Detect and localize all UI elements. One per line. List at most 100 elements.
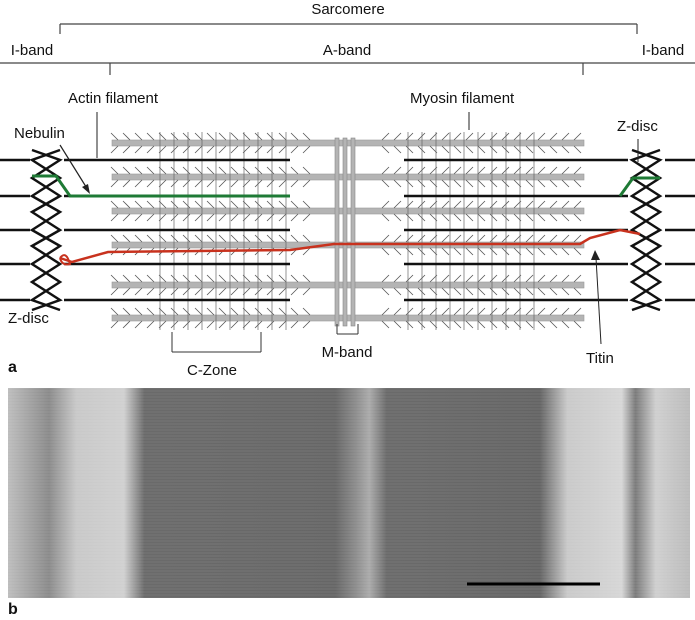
cross-bridge	[441, 200, 450, 209]
cross-bridge	[134, 307, 143, 316]
cross-bridge	[561, 247, 570, 256]
cross-bridge	[110, 132, 119, 141]
cross-bridge	[549, 320, 558, 329]
cross-bridge	[170, 213, 179, 222]
cross-bridge	[549, 179, 558, 188]
cross-bridge	[194, 320, 203, 329]
cross-bridge	[134, 274, 143, 283]
cross-bridge	[266, 132, 275, 141]
cross-bridge	[170, 179, 179, 188]
cross-bridge	[453, 247, 462, 256]
cross-bridge	[110, 200, 119, 209]
cross-bridge	[381, 247, 390, 256]
cross-bridge	[549, 287, 558, 296]
cross-bridge	[453, 234, 462, 243]
cross-bridge	[561, 200, 570, 209]
cross-bridge	[381, 166, 390, 175]
cross-bridge	[453, 145, 462, 154]
panel-b-letter: b	[8, 601, 18, 618]
cross-bridge	[561, 145, 570, 154]
cross-bridge	[501, 287, 510, 296]
cross-bridge	[278, 132, 287, 141]
cross-bridge	[254, 307, 263, 316]
cross-bridge	[381, 145, 390, 154]
cross-bridge	[501, 320, 510, 329]
cross-bridge	[441, 166, 450, 175]
cross-bridge	[290, 145, 299, 154]
cross-bridge	[489, 307, 498, 316]
cross-bridge	[182, 320, 191, 329]
cross-bridge	[525, 166, 534, 175]
cross-bridge	[537, 132, 546, 141]
cross-bridge	[525, 247, 534, 256]
cross-bridge	[381, 274, 390, 283]
cross-bridge	[266, 166, 275, 175]
cross-bridge	[477, 145, 486, 154]
cross-bridge	[489, 247, 498, 256]
cross-bridge	[122, 320, 131, 329]
cross-bridge	[537, 179, 546, 188]
cross-bridge	[218, 320, 227, 329]
cross-bridge	[573, 166, 582, 175]
cross-bridge	[489, 179, 498, 188]
cross-bridge	[573, 200, 582, 209]
cross-bridge	[278, 166, 287, 175]
cross-bridge	[525, 200, 534, 209]
cross-bridge	[417, 166, 426, 175]
cross-bridge	[381, 213, 390, 222]
cross-bridge	[525, 307, 534, 316]
cross-bridge	[230, 234, 239, 243]
cross-bridge	[170, 132, 179, 141]
cross-bridge	[537, 234, 546, 243]
cross-bridge	[194, 307, 203, 316]
cross-bridge	[525, 145, 534, 154]
cross-bridge	[465, 307, 474, 316]
cross-bridge	[561, 166, 570, 175]
cross-bridge	[405, 213, 414, 222]
cross-bridge	[453, 213, 462, 222]
cross-bridge	[573, 247, 582, 256]
cross-bridge	[477, 287, 486, 296]
cross-bridge	[477, 234, 486, 243]
nebulin-arrow-icon	[82, 184, 90, 194]
cross-bridge	[489, 132, 498, 141]
cross-bridge	[302, 145, 311, 154]
cross-bridge	[381, 200, 390, 209]
cross-bridge	[561, 179, 570, 188]
cross-bridge	[477, 166, 486, 175]
cross-bridge	[573, 307, 582, 316]
m-band-line	[350, 137, 356, 327]
cross-bridge	[465, 213, 474, 222]
cross-bridge	[302, 213, 311, 222]
cross-bridge	[110, 145, 119, 154]
cross-bridge	[182, 287, 191, 296]
cross-bridge	[254, 287, 263, 296]
electron-micrograph	[8, 388, 690, 598]
cross-bridge	[465, 234, 474, 243]
cross-bridge	[302, 287, 311, 296]
cross-bridge	[110, 274, 119, 283]
cross-bridge	[206, 320, 215, 329]
cross-bridge	[405, 145, 414, 154]
cross-bridge	[290, 213, 299, 222]
cross-bridge	[290, 320, 299, 329]
cross-bridge	[182, 166, 191, 175]
cross-bridge	[549, 166, 558, 175]
actin-filament-label: Actin filament	[68, 90, 159, 107]
cross-bridge	[182, 200, 191, 209]
cross-bridge	[393, 247, 402, 256]
cross-bridge	[549, 145, 558, 154]
cross-bridge	[194, 179, 203, 188]
cross-bridge	[182, 307, 191, 316]
cross-bridge	[417, 234, 426, 243]
cross-bridge	[417, 287, 426, 296]
cross-bridge	[278, 274, 287, 283]
cross-bridge	[573, 234, 582, 243]
cross-bridge	[477, 247, 486, 256]
cross-bridge	[501, 132, 510, 141]
cross-bridge	[501, 307, 510, 316]
cross-bridge	[477, 307, 486, 316]
cross-bridge	[278, 234, 287, 243]
cross-bridge	[110, 234, 119, 243]
band-bracket	[0, 62, 695, 75]
